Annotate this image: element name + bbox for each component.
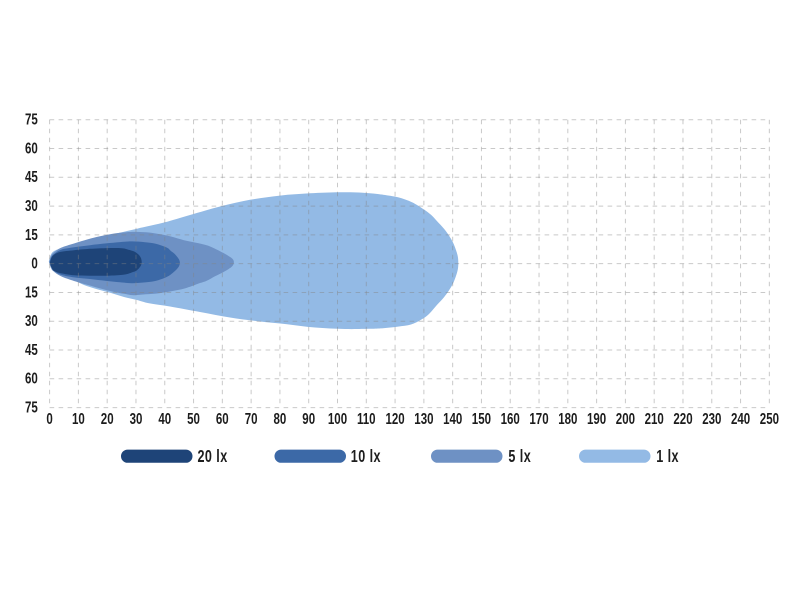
svg-text:0: 0: [31, 254, 38, 272]
svg-text:15: 15: [25, 225, 38, 243]
svg-text:75: 75: [25, 110, 38, 128]
svg-text:220: 220: [673, 409, 692, 427]
svg-text:5 lx: 5 lx: [508, 447, 531, 467]
svg-text:190: 190: [587, 409, 606, 427]
svg-text:75: 75: [25, 398, 38, 416]
svg-text:1 lx: 1 lx: [656, 447, 679, 467]
svg-text:150: 150: [472, 409, 491, 427]
svg-text:30: 30: [25, 311, 38, 329]
svg-text:40: 40: [158, 409, 171, 427]
svg-text:30: 30: [25, 196, 38, 214]
svg-text:10: 10: [72, 409, 85, 427]
svg-text:45: 45: [25, 167, 38, 185]
svg-text:10 lx: 10 lx: [351, 447, 381, 467]
svg-text:20 lx: 20 lx: [198, 447, 228, 467]
svg-text:230: 230: [702, 409, 721, 427]
svg-text:45: 45: [25, 340, 38, 358]
svg-text:170: 170: [529, 409, 548, 427]
svg-text:100: 100: [328, 409, 347, 427]
svg-text:250: 250: [760, 409, 779, 427]
svg-text:160: 160: [501, 409, 520, 427]
svg-text:130: 130: [414, 409, 433, 427]
svg-text:15: 15: [25, 282, 38, 300]
svg-text:210: 210: [645, 409, 664, 427]
svg-text:50: 50: [187, 409, 200, 427]
svg-text:200: 200: [616, 409, 635, 427]
svg-text:60: 60: [25, 138, 38, 156]
svg-text:0: 0: [46, 409, 53, 427]
svg-text:80: 80: [273, 409, 286, 427]
svg-text:70: 70: [245, 409, 258, 427]
svg-text:90: 90: [302, 409, 315, 427]
svg-text:140: 140: [443, 409, 462, 427]
svg-text:240: 240: [731, 409, 750, 427]
svg-text:60: 60: [216, 409, 229, 427]
svg-text:180: 180: [558, 409, 577, 427]
svg-text:110: 110: [357, 409, 376, 427]
svg-text:30: 30: [130, 409, 143, 427]
svg-text:20: 20: [101, 409, 114, 427]
svg-text:60: 60: [25, 369, 38, 387]
svg-text:120: 120: [385, 409, 404, 427]
